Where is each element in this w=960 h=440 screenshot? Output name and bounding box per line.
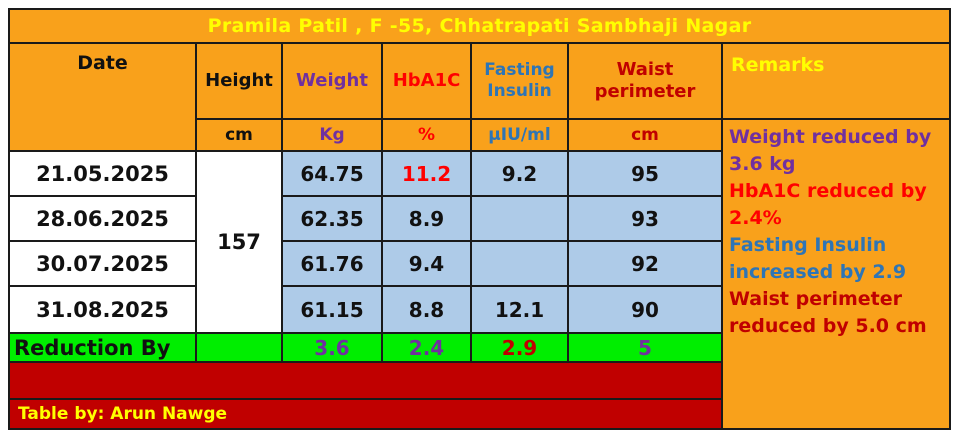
hba1c-cell: 8.8 — [383, 287, 470, 332]
remark-weight: Weight reduced by 3.6 kg — [729, 126, 932, 175]
waist-cell: 90 — [569, 287, 721, 332]
reduction-hba1c: 2.4 — [383, 334, 470, 361]
unit-waist-perimeter: cm — [569, 120, 721, 150]
remark-waist: Waist perimeter reduced by 5.0 cm — [729, 288, 927, 337]
fasting-insulin-cell: 12.1 — [472, 287, 567, 332]
column-header-height: Height — [197, 44, 281, 118]
column-header-date: Date — [10, 44, 195, 150]
table-row-date: 30.07.2025 — [10, 242, 195, 285]
footer-band-empty — [10, 363, 721, 398]
height-value-cell: 157 — [197, 152, 281, 332]
reduction-fasting-insulin: 2.9 — [472, 334, 567, 361]
unit-height: cm — [197, 120, 281, 150]
table-credit: Table by: Arun Nawge — [10, 400, 721, 428]
column-header-weight: Weight — [283, 44, 381, 118]
table-title: Pramila Patil , F -55, Chhatrapati Sambh… — [10, 10, 949, 42]
health-tracking-table: Pramila Patil , F -55, Chhatrapati Sambh… — [8, 8, 951, 430]
unit-hba1c: % — [383, 120, 470, 150]
remark-hba1c: HbA1C reduced by 2.4% — [729, 180, 927, 229]
fasting-insulin-cell — [472, 242, 567, 285]
unit-weight: Kg — [283, 120, 381, 150]
table-row-date: 21.05.2025 — [10, 152, 195, 195]
weight-cell: 61.15 — [283, 287, 381, 332]
table-row-date: 28.06.2025 — [10, 197, 195, 240]
reduction-weight: 3.6 — [283, 334, 381, 361]
weight-cell: 64.75 — [283, 152, 381, 195]
waist-cell: 93 — [569, 197, 721, 240]
fasting-insulin-cell — [472, 197, 567, 240]
waist-cell: 92 — [569, 242, 721, 285]
table-row-date: 31.08.2025 — [10, 287, 195, 332]
hba1c-cell: 9.4 — [383, 242, 470, 285]
remark-fasting-insulin: Fasting Insulin increased by 2.9 — [729, 234, 907, 283]
reduction-height-empty — [197, 334, 281, 361]
hba1c-cell: 8.9 — [383, 197, 470, 240]
column-header-fasting-insulin: Fasting Insulin — [472, 44, 567, 118]
column-header-hba1c: HbA1C — [383, 44, 470, 118]
weight-cell: 62.35 — [283, 197, 381, 240]
reduction-by-label: Reduction By — [10, 334, 195, 361]
unit-fasting-insulin: µIU/ml — [472, 120, 567, 150]
weight-cell: 61.76 — [283, 242, 381, 285]
hba1c-cell: 11.2 — [383, 152, 470, 195]
column-header-remarks: Remarks — [723, 44, 949, 118]
remarks-cell: Weight reduced by 3.6 kg HbA1C reduced b… — [723, 120, 949, 428]
column-header-waist-perimeter: Waist perimeter — [569, 44, 721, 118]
waist-cell: 95 — [569, 152, 721, 195]
reduction-waist: 5 — [569, 334, 721, 361]
fasting-insulin-cell: 9.2 — [472, 152, 567, 195]
